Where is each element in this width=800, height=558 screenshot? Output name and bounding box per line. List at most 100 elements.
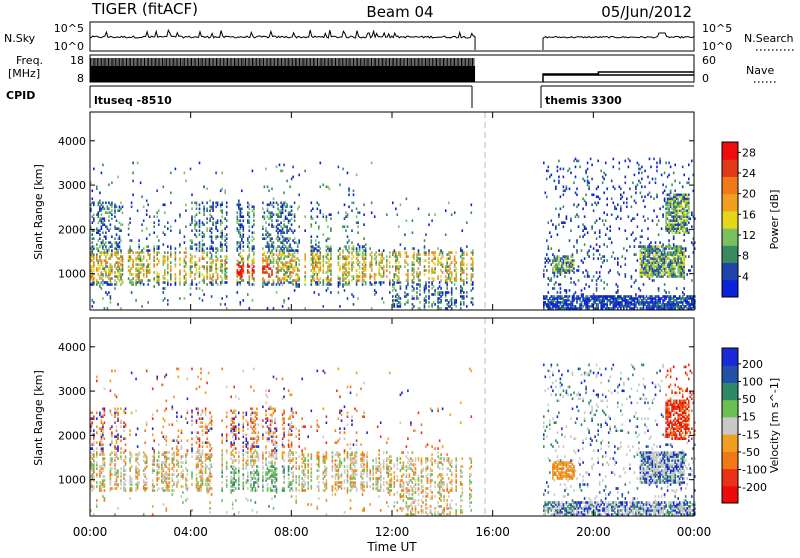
heatmap-cell <box>680 198 682 201</box>
heatmap-cell <box>184 257 186 260</box>
heatmap-cell <box>146 259 148 262</box>
heatmap-cell <box>282 235 284 238</box>
heatmap-cell <box>262 277 264 280</box>
heatmap-cell <box>628 158 630 161</box>
heatmap-cell <box>262 265 264 268</box>
heatmap-cell <box>280 241 282 244</box>
heatmap-cell <box>584 200 586 203</box>
heatmap-cell <box>98 267 100 270</box>
heatmap-cell <box>442 271 444 274</box>
heatmap-cell <box>102 164 104 167</box>
heatmap-cell <box>573 263 575 266</box>
heatmap-cell <box>294 202 296 205</box>
heatmap-cell <box>655 245 657 248</box>
heatmap-cell <box>129 457 131 460</box>
heatmap-cell <box>215 263 217 266</box>
heatmap-cell <box>424 239 426 242</box>
heatmap-cell <box>196 287 198 290</box>
heatmap-cell <box>282 227 284 230</box>
heatmap-cell <box>546 170 548 173</box>
heatmap-cell <box>632 182 634 185</box>
heatmap-cell <box>667 295 669 298</box>
heatmap-cell <box>220 255 222 258</box>
heatmap-cell <box>625 263 627 266</box>
heatmap-cell <box>600 279 602 282</box>
heatmap-cell <box>120 408 122 411</box>
heatmap-cell <box>613 251 615 254</box>
heatmap-cell <box>685 209 687 212</box>
heatmap-cell <box>463 295 465 298</box>
heatmap-cell <box>567 261 569 264</box>
heatmap-cell <box>433 293 435 296</box>
heatmap-cell <box>117 303 119 306</box>
heatmap-cell <box>247 243 249 246</box>
heatmap-cell <box>404 291 406 294</box>
heatmap-cell <box>578 225 580 228</box>
heatmap-cell <box>656 170 658 173</box>
heatmap-cell <box>202 279 204 282</box>
heatmap-cell <box>683 305 685 308</box>
heatmap-cell <box>576 295 578 298</box>
heatmap-cell <box>167 255 169 258</box>
heatmap-cell <box>265 233 267 236</box>
heatmap-cell <box>220 241 222 244</box>
heatmap-cell <box>318 283 320 286</box>
heatmap-cell <box>661 273 663 276</box>
heatmap-cell <box>686 194 688 197</box>
heatmap-cell <box>237 227 239 230</box>
heatmap-cell <box>655 269 657 272</box>
heatmap-cell <box>114 283 116 286</box>
heatmap-cell <box>329 279 331 282</box>
heatmap-cell <box>184 275 186 278</box>
heatmap-cell <box>221 221 223 224</box>
heatmap-cell <box>641 186 643 189</box>
heatmap-cell <box>282 277 284 280</box>
heatmap-cell <box>158 209 160 212</box>
heatmap-cell <box>575 166 577 169</box>
heatmap-cell <box>638 172 640 175</box>
heatmap-cell <box>190 283 192 286</box>
heatmap-cell <box>690 269 692 272</box>
heatmap-cell <box>203 233 205 236</box>
heatmap-cell <box>114 471 116 474</box>
heatmap-cell <box>543 162 545 165</box>
heatmap-cell <box>679 245 681 248</box>
heatmap-cell <box>114 421 116 424</box>
heatmap-cell <box>110 457 112 460</box>
heatmap-cell <box>175 247 177 250</box>
heatmap-cell <box>247 281 249 284</box>
heatmap-cell <box>404 251 406 254</box>
heatmap-cell <box>634 297 636 300</box>
heatmap-cell <box>114 370 116 373</box>
heatmap-cell <box>101 465 103 468</box>
heatmap-cell <box>276 237 278 240</box>
noise-right-tick-top: 10^5 <box>702 22 732 35</box>
heatmap-cell <box>185 209 187 212</box>
heatmap-cell <box>99 237 101 240</box>
heatmap-cell <box>108 202 110 205</box>
heatmap-cell <box>587 271 589 274</box>
heatmap-cell <box>578 307 580 310</box>
heatmap-cell <box>463 251 465 254</box>
heatmap-cell <box>581 301 583 304</box>
heatmap-cell <box>546 239 548 242</box>
heatmap-cell <box>323 213 325 216</box>
heatmap-cell <box>649 301 651 304</box>
heatmap-cell <box>120 283 122 286</box>
heatmap-cell <box>329 247 331 250</box>
heatmap-cell <box>676 227 678 230</box>
heatmap-cell <box>196 229 198 232</box>
heatmap-cell <box>253 257 255 260</box>
heatmap-cell <box>440 249 442 252</box>
heatmap-cell <box>576 249 578 252</box>
heatmap-cell <box>249 215 251 218</box>
heatmap-cell <box>135 483 137 486</box>
heatmap-cell <box>644 170 646 173</box>
cpid-label: CPID <box>6 89 35 102</box>
heatmap-cell <box>304 265 306 268</box>
heatmap-cell <box>419 289 421 292</box>
heatmap-cell <box>418 257 420 260</box>
heatmap-cell <box>588 305 590 308</box>
heatmap-cell <box>472 273 474 276</box>
heatmap-cell <box>191 271 193 274</box>
